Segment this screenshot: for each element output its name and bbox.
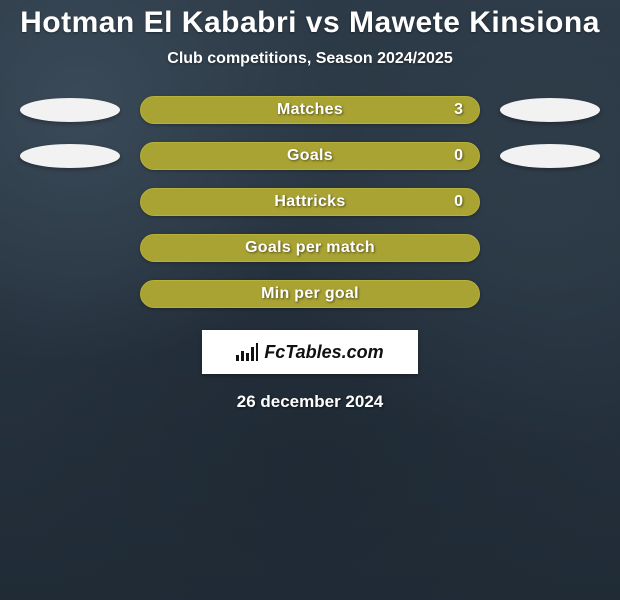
stat-bar: Goals per match (140, 234, 480, 262)
page-title: Hotman El Kababri vs Mawete Kinsiona (20, 6, 600, 40)
stat-row-goals: Goals 0 (0, 142, 620, 170)
stat-row-hattricks: Hattricks 0 (0, 188, 620, 216)
stat-bar: Min per goal (140, 280, 480, 308)
right-ellipse (500, 98, 600, 122)
stat-label: Hattricks (274, 193, 345, 211)
bar-chart-icon (236, 343, 258, 361)
stat-value: 0 (454, 147, 463, 165)
stat-row-min-per-goal: Min per goal (0, 280, 620, 308)
logo-box: FcTables.com (202, 330, 418, 374)
stat-label: Goals (287, 147, 333, 165)
stat-bar: Matches 3 (140, 96, 480, 124)
stat-label: Matches (277, 101, 343, 119)
stat-row-matches: Matches 3 (0, 96, 620, 124)
stat-value: 3 (454, 101, 463, 119)
stat-rows: Matches 3 Goals 0 Hattricks 0 Goals (0, 96, 620, 308)
comparison-infographic: Hotman El Kababri vs Mawete Kinsiona Clu… (0, 0, 620, 580)
stat-value: 0 (454, 193, 463, 211)
date-label: 26 december 2024 (237, 392, 384, 412)
left-ellipse (20, 98, 120, 122)
left-ellipse (20, 144, 120, 168)
stat-bar: Goals 0 (140, 142, 480, 170)
right-ellipse (500, 144, 600, 168)
logo-text: FcTables.com (264, 342, 383, 363)
page-subtitle: Club competitions, Season 2024/2025 (167, 50, 452, 68)
stat-row-goals-per-match: Goals per match (0, 234, 620, 262)
stat-bar: Hattricks 0 (140, 188, 480, 216)
stat-label: Min per goal (261, 285, 359, 303)
stat-label: Goals per match (245, 239, 375, 257)
